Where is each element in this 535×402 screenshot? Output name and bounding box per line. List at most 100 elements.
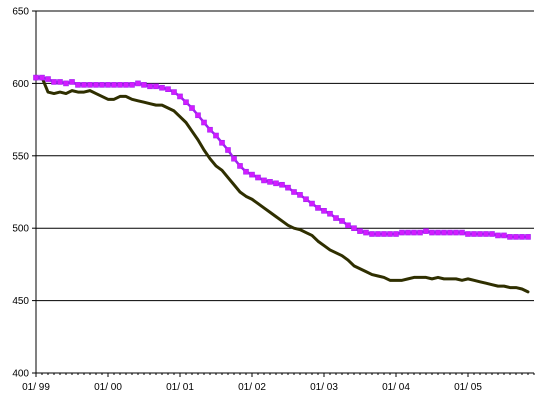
series-1-point <box>519 234 525 240</box>
series-1-point <box>315 205 321 211</box>
series-1-point <box>513 234 519 240</box>
series-1-point <box>165 86 171 92</box>
series-1-point <box>447 229 453 236</box>
x-tick-label: 01/ 02 <box>238 382 266 393</box>
series-1-point <box>345 222 351 229</box>
series-1-line <box>34 76 530 239</box>
series-1-point <box>243 168 249 175</box>
y-tick-label: 600 <box>12 79 29 90</box>
series-1-point <box>273 180 279 187</box>
series-1-point <box>387 231 393 237</box>
series-1-point <box>99 82 105 88</box>
x-tick-label: 01/ 03 <box>310 382 338 393</box>
series-1-point <box>327 210 333 217</box>
series-1-point <box>189 105 195 111</box>
series-1-point <box>195 112 201 119</box>
series-1-point <box>279 181 285 188</box>
y-tick-label: 550 <box>12 151 29 162</box>
x-tick-label: 01/ 99 <box>22 382 50 393</box>
series-1-point <box>291 189 297 195</box>
series-1-point <box>39 74 45 81</box>
series-1-point <box>393 231 399 237</box>
series-1-point <box>87 82 93 88</box>
series-1-point <box>321 208 327 214</box>
series-1-point <box>441 229 447 236</box>
series-1-point <box>225 147 231 153</box>
series-1-point <box>507 234 513 240</box>
y-tick-label: 650 <box>12 7 29 18</box>
y-tick-label: 400 <box>12 369 29 380</box>
series-1-point <box>129 82 135 88</box>
series-group <box>33 74 531 294</box>
series-1-point <box>219 139 225 146</box>
series-1-point <box>405 229 411 236</box>
series-1-point <box>483 231 489 237</box>
series-1-point <box>363 229 369 236</box>
series-1-point <box>75 82 81 88</box>
series-1-point <box>351 225 357 231</box>
series-1-point <box>183 99 189 106</box>
series-1-point <box>297 192 303 198</box>
series-1-point <box>309 200 315 207</box>
series-1-point <box>375 231 381 237</box>
tick-labels: 400 450 500 550 600 650 01/ 99 01/ 00 01/ 01 01/ … <box>12 7 482 394</box>
series-1-point <box>435 229 441 236</box>
series-1-point <box>303 196 309 203</box>
gridlines <box>36 10 534 302</box>
x-tick-label: 01/ 01 <box>166 382 194 393</box>
series-1-point <box>57 79 63 85</box>
series-1-point <box>261 177 267 184</box>
x-tick-label: 01/ 05 <box>454 382 482 393</box>
y-tick-label: 450 <box>12 296 29 307</box>
series-1-point <box>369 231 375 237</box>
series-1-point <box>81 82 87 88</box>
y-tick-label: 500 <box>12 224 29 235</box>
series-1-point <box>339 218 345 224</box>
series-1-point <box>333 215 339 221</box>
series-1-point <box>177 93 183 100</box>
x-tick-label: 01/ 00 <box>94 382 122 393</box>
series-1-point <box>141 82 147 88</box>
series-1-point <box>417 229 423 236</box>
series-1-point <box>285 184 291 191</box>
series-1-point <box>381 231 387 237</box>
series-1-point <box>495 232 501 239</box>
series-1-point <box>477 231 483 237</box>
series-1-point <box>33 74 39 81</box>
series-1-point <box>525 234 531 240</box>
series-1-point <box>207 126 213 133</box>
series-1-point <box>123 82 129 88</box>
series-1-point <box>63 80 69 87</box>
series-1-point <box>465 231 471 237</box>
series-1-point <box>135 80 141 87</box>
series-1-point <box>501 232 507 239</box>
series-1-point <box>399 229 405 236</box>
x-tick-label: 01/ 04 <box>382 382 410 393</box>
series-1-point <box>117 82 123 88</box>
series-1-point <box>249 171 255 178</box>
series-1-point <box>147 83 153 90</box>
series-1-point <box>453 229 459 236</box>
series-1-point <box>111 82 117 88</box>
series-1-point <box>267 179 273 185</box>
series-1-point <box>255 174 261 181</box>
series-1-point <box>153 83 159 90</box>
series-1-point <box>45 76 51 82</box>
series-1-point <box>429 229 435 236</box>
series-1-point <box>93 82 99 88</box>
series-1-point <box>159 84 165 91</box>
series-1-point <box>459 229 465 236</box>
series-1-point <box>171 89 177 95</box>
series-1-point <box>411 229 417 236</box>
series-2-line <box>34 76 530 294</box>
axes <box>32 10 535 377</box>
series-1-point <box>201 119 207 126</box>
series-1-point <box>489 231 495 237</box>
series-1-point <box>105 82 111 88</box>
series-1-point <box>231 155 237 162</box>
series-1-point <box>471 231 477 237</box>
series-1-point <box>51 79 57 85</box>
series-1-point <box>357 228 363 234</box>
